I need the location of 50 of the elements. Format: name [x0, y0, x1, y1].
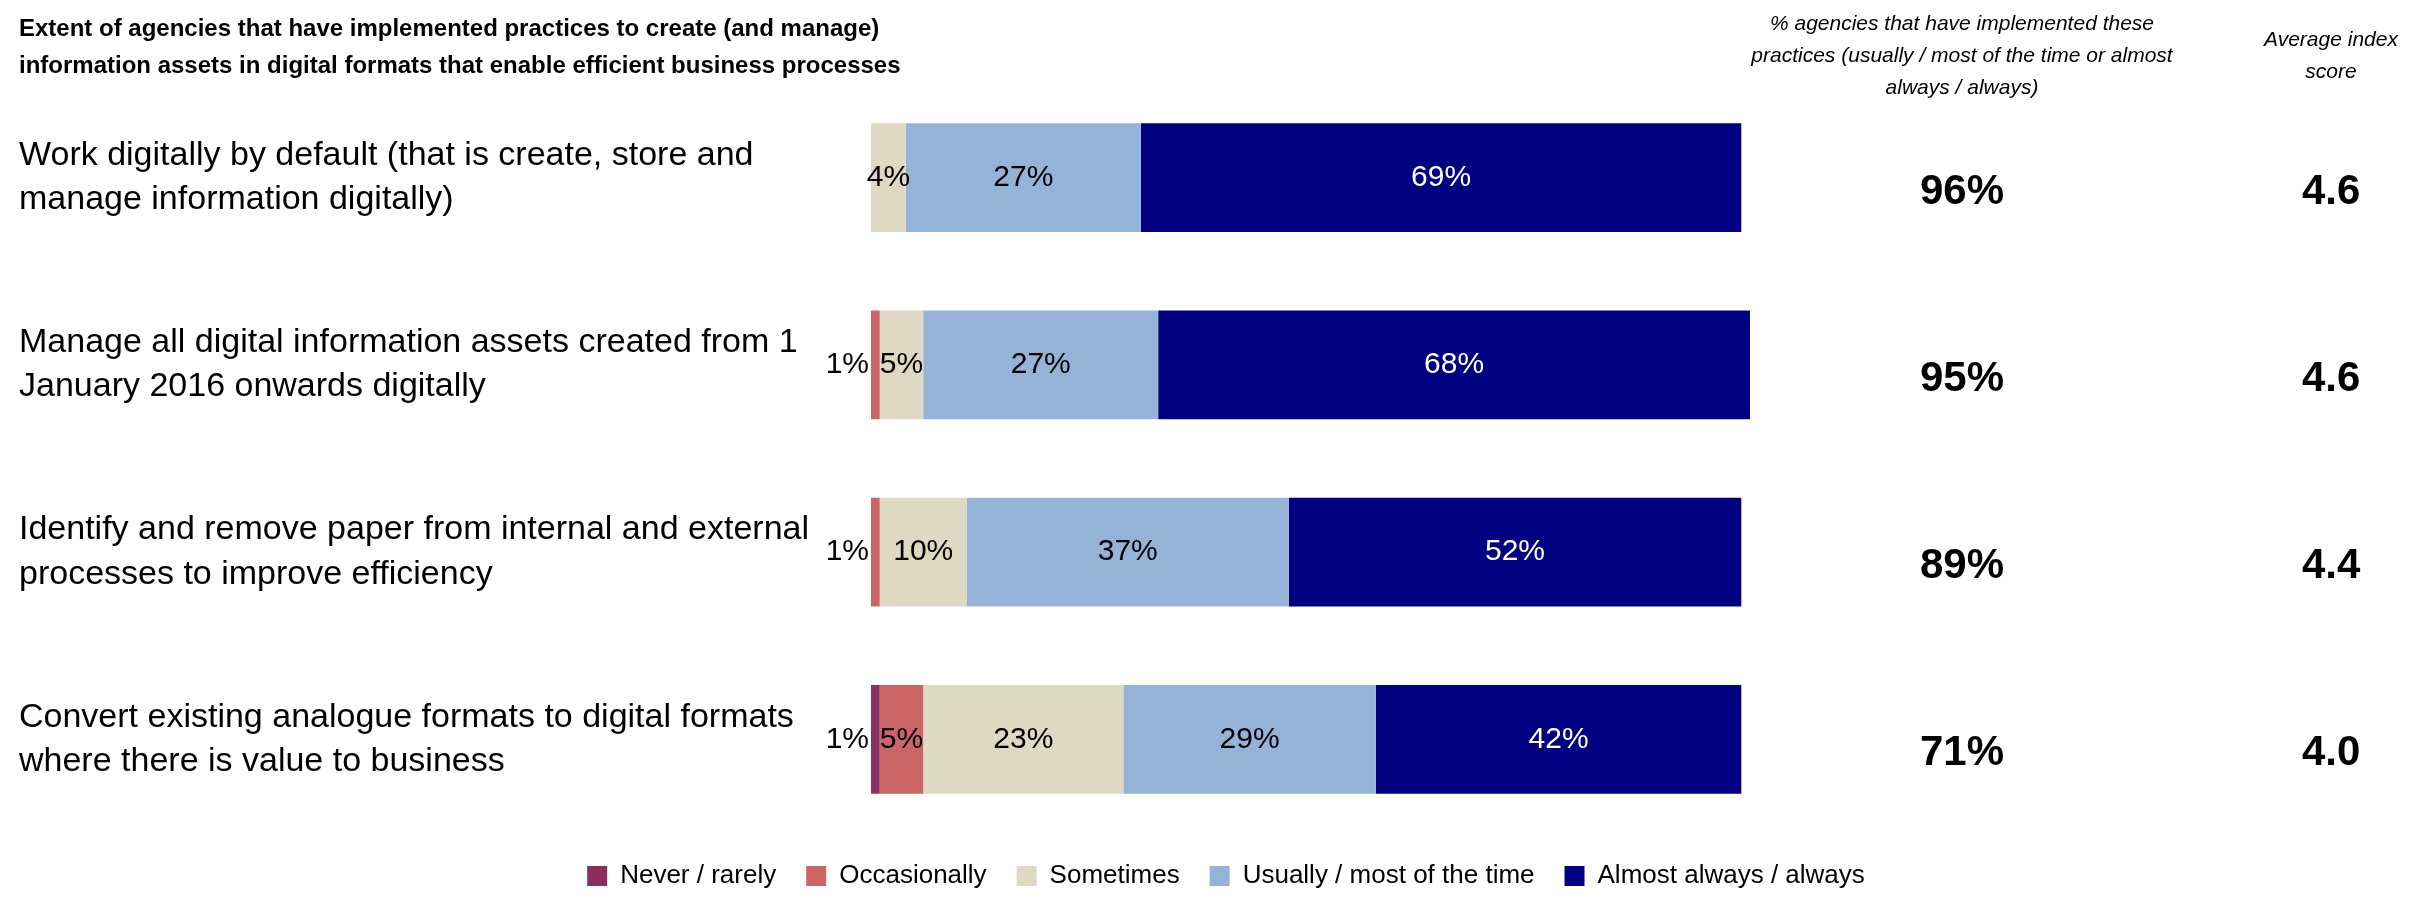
bar — [871, 497, 880, 607]
bar — [879, 497, 967, 607]
text: 95% — [1920, 351, 2005, 402]
data-label: 1% — [825, 533, 869, 567]
legend-label: Almost always / always — [1597, 859, 1865, 890]
bar — [1375, 685, 1742, 794]
data-label: 27% — [1010, 346, 1071, 380]
bar — [1288, 497, 1742, 607]
bar — [871, 685, 880, 794]
data-label: 10% — [893, 533, 954, 567]
text: 4.6 — [2302, 164, 2361, 215]
y-tick-label: Manage all digital information assets created from 1 January 2016 onwards digitally — [19, 321, 798, 404]
y-tick-label: Identify and remove paper from internal and external processes to improve efficiency — [19, 508, 810, 591]
text: 71% — [1920, 726, 2005, 777]
data-label: 52% — [1485, 533, 1546, 567]
data-label: 23% — [993, 720, 1054, 754]
legend-label: Never / rarely — [620, 859, 777, 890]
legend-label: Sometimes — [1049, 859, 1180, 890]
text: 4.4 — [2302, 539, 2361, 590]
data-label: 68% — [1424, 346, 1485, 380]
bar — [923, 685, 1124, 794]
text: % agencies that have implemented these practices (usually / most of the time or almost always / always) — [1749, 10, 2175, 100]
bar — [871, 310, 880, 420]
data-label: 5% — [879, 720, 924, 754]
data-label: 4% — [866, 158, 911, 192]
bar — [1123, 685, 1376, 794]
text: 96% — [1920, 164, 2005, 215]
data-label: 1% — [825, 346, 869, 380]
text: 4.6 — [2302, 351, 2361, 402]
bar — [879, 685, 924, 794]
bar — [966, 497, 1289, 607]
bar — [879, 310, 924, 420]
text: 4.0 — [2302, 726, 2361, 777]
bar — [1140, 123, 1742, 232]
data-label: 37% — [1097, 533, 1158, 567]
bar — [1158, 310, 1750, 420]
data-label: 5% — [879, 346, 924, 380]
y-tick-label: Work digitally by default (that is create, store and manage information digitally) — [19, 133, 754, 217]
data-label: 42% — [1528, 720, 1589, 754]
data-label: 29% — [1219, 720, 1280, 754]
text: Average index score — [2262, 26, 2400, 84]
data-label: 27% — [993, 158, 1054, 192]
bar — [923, 310, 1159, 420]
data-label: 1% — [825, 720, 869, 754]
text: Extent of agencies that have implemented practices to create (and manage) information assets in digital formats that enable efficient business processes — [19, 13, 902, 80]
data-label: 69% — [1411, 158, 1472, 192]
legend-label: Usually / most of the time — [1242, 859, 1535, 890]
legend-label: Occasionally — [839, 859, 987, 890]
y-tick-label: Convert existing analogue formats to digital formats where there is value to business — [18, 695, 794, 778]
text: 89% — [1920, 539, 2005, 590]
